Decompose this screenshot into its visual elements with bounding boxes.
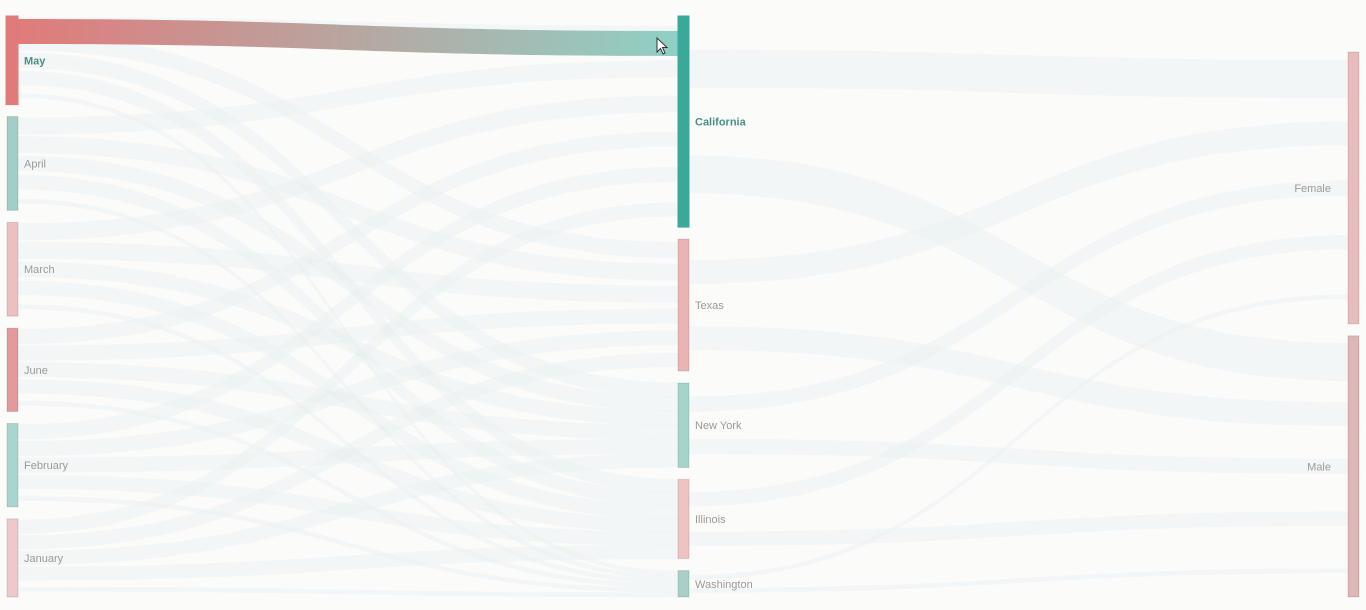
link-Washington-Female [689,294,1348,580]
link-February-Texas [18,330,678,457]
link-May-Texas [18,34,678,259]
link-March-Washington [18,304,678,584]
node-label-february: February [24,460,69,472]
node-male[interactable] [1347,335,1360,598]
link-April-Illinois [18,175,678,507]
link-May-Illinois [18,70,678,494]
node-march[interactable] [6,221,19,317]
link-March-New York [18,261,678,426]
link-April-Washington [18,198,678,580]
link-January-Texas [18,352,678,550]
link-January-California [18,202,678,534]
link-Washington-Male [689,568,1348,593]
link-California-Male [689,155,1348,381]
link-June-New York [18,362,678,440]
node-january[interactable] [6,518,19,598]
node-label-male: Male [1307,461,1331,473]
link-February-New York [18,438,678,473]
link-Texas-Male [689,326,1348,427]
link-California-Female [689,49,1348,99]
node-label-may: May [24,55,46,67]
link-June-California [18,131,678,344]
node-texas[interactable] [677,238,690,372]
node-illinois[interactable] [677,478,690,560]
node-washington[interactable] [677,570,690,598]
node-label-new-york: New York [695,420,742,432]
link-April-New York [18,155,678,412]
mouse-cursor-icon [656,36,669,55]
link-June-Washington [18,400,678,589]
link-New York-Female [689,180,1348,412]
node-female[interactable] [1347,51,1360,325]
link-February-Washington [18,496,678,593]
nodes-layer [5,15,1360,598]
highlight-link-layer [18,19,678,56]
link-May-New York [18,52,678,398]
link-Texas-Female [689,121,1348,284]
node-label-female: Female [1294,183,1331,195]
node-label-california: California [695,117,747,129]
node-february[interactable] [6,422,19,508]
node-label-illinois: Illinois [695,514,726,526]
link-May-Washington [18,93,678,576]
link-January-Illinois [18,544,678,581]
node-label-january: January [24,553,64,565]
link-April-California [18,60,678,135]
highlight-link-may-california[interactable] [18,19,678,56]
link-March-Texas [18,242,678,303]
labels-layer: May April March June February January Californ… [24,55,1331,591]
link-January-New York [18,453,678,565]
node-june[interactable] [6,327,19,412]
node-california[interactable] [677,15,690,228]
links-layer [18,16,1348,598]
link-Illinois-Male [689,511,1348,546]
node-label-march: March [24,264,55,276]
link-Illinois-Female [689,235,1348,507]
link-March-California [18,95,678,241]
link-February-Illinois [18,474,678,546]
node-new-york[interactable] [677,382,690,468]
link-March-Illinois [18,280,678,520]
node-label-april: April [24,158,46,170]
node-april[interactable] [6,116,19,211]
node-label-texas: Texas [695,300,724,312]
link-January-Washington [18,586,678,598]
link-April-Texas [18,136,678,281]
node-label-washington: Washington [695,579,753,591]
link-New York-Male [689,438,1348,475]
link-June-Illinois [18,379,678,533]
link-February-California [18,166,678,440]
link-June-Texas [18,308,678,361]
node-label-june: June [24,365,48,377]
node-may[interactable] [5,15,19,106]
